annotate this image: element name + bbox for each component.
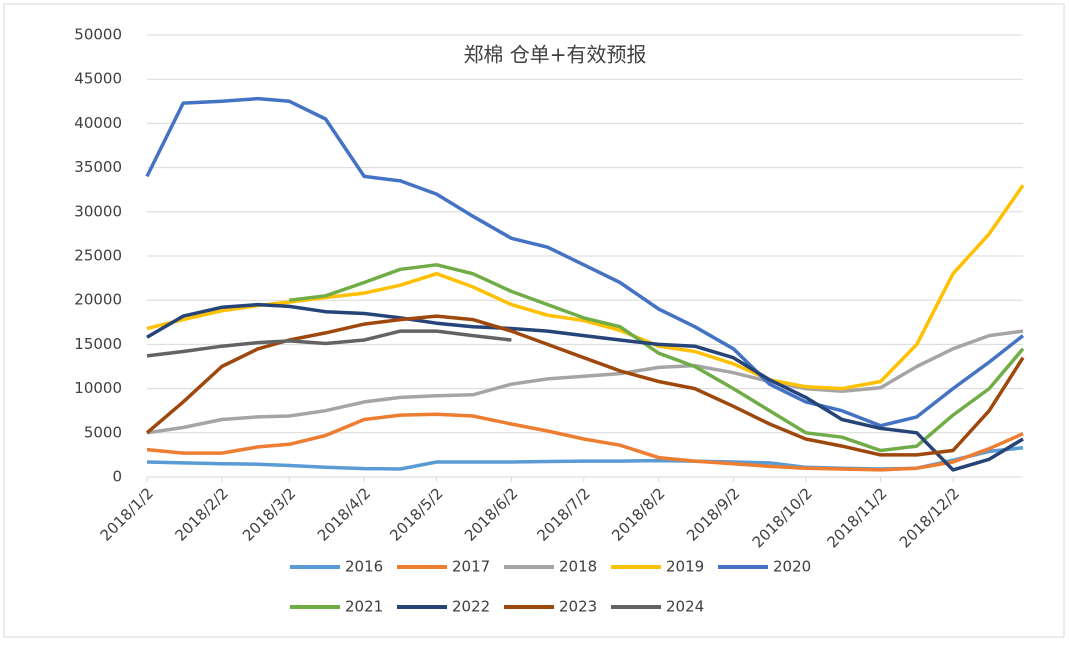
legend-label: 2022 bbox=[452, 598, 490, 616]
y-tick-label: 15000 bbox=[74, 335, 122, 353]
legend-label: 2024 bbox=[666, 598, 704, 616]
y-tick-label: 0 bbox=[112, 468, 122, 486]
legend-label: 2023 bbox=[559, 598, 597, 616]
y-tick-label: 40000 bbox=[74, 114, 122, 132]
y-tick-label: 5000 bbox=[84, 423, 122, 441]
legend-label: 2021 bbox=[345, 598, 383, 616]
series-line bbox=[146, 412, 1024, 472]
legend-label: 2017 bbox=[452, 558, 490, 576]
y-tick-label: 10000 bbox=[74, 379, 122, 397]
y-tick-label: 20000 bbox=[74, 291, 122, 309]
series-line bbox=[146, 329, 512, 358]
series-line bbox=[146, 302, 1024, 472]
legend-label: 2016 bbox=[345, 558, 383, 576]
y-tick-label: 25000 bbox=[74, 247, 122, 265]
y-tick-label: 45000 bbox=[74, 70, 122, 88]
y-tick-label: 30000 bbox=[74, 202, 122, 220]
series-line bbox=[145, 96, 1025, 428]
y-tick-label: 35000 bbox=[74, 158, 122, 176]
chart-title: 郑棉 仓单+有效预报 bbox=[463, 43, 646, 67]
series-line bbox=[146, 184, 1025, 391]
series-line bbox=[289, 263, 1025, 453]
y-tick-label: 50000 bbox=[74, 26, 122, 44]
legend-label: 2019 bbox=[666, 558, 704, 576]
legend-label: 2018 bbox=[559, 558, 597, 576]
legend-label: 2020 bbox=[773, 558, 811, 576]
series-line bbox=[146, 329, 1024, 435]
